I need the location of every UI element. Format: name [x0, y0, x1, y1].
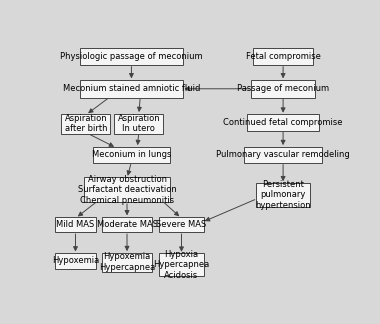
FancyBboxPatch shape [84, 177, 171, 202]
Text: Moderate MAS: Moderate MAS [97, 220, 158, 229]
Text: Persistent
pulmonary
hypertension: Persistent pulmonary hypertension [255, 180, 311, 210]
FancyBboxPatch shape [102, 217, 152, 233]
FancyBboxPatch shape [55, 217, 96, 233]
Text: Hypoxemia: Hypoxemia [52, 256, 99, 265]
FancyBboxPatch shape [80, 48, 183, 65]
Text: Meconium stained amniotic fluid: Meconium stained amniotic fluid [63, 84, 200, 93]
FancyBboxPatch shape [80, 80, 183, 98]
FancyBboxPatch shape [253, 48, 313, 65]
Text: Severe MAS: Severe MAS [157, 220, 207, 229]
Text: Pulmonary vascular remodeling: Pulmonary vascular remodeling [216, 150, 350, 159]
FancyBboxPatch shape [160, 253, 204, 276]
FancyBboxPatch shape [160, 217, 204, 233]
FancyBboxPatch shape [256, 183, 310, 207]
FancyBboxPatch shape [102, 253, 152, 272]
FancyBboxPatch shape [93, 147, 170, 163]
FancyBboxPatch shape [247, 114, 319, 131]
FancyBboxPatch shape [62, 114, 110, 134]
FancyBboxPatch shape [55, 253, 96, 269]
Text: Fetal compromise: Fetal compromise [245, 52, 321, 61]
FancyBboxPatch shape [244, 147, 322, 163]
Text: Aspiration
In utero: Aspiration In utero [117, 114, 160, 133]
Text: Continued fetal compromise: Continued fetal compromise [223, 118, 343, 127]
FancyBboxPatch shape [251, 80, 315, 98]
Text: Passage of meconium: Passage of meconium [237, 84, 329, 93]
Text: Meconium in lungs: Meconium in lungs [92, 150, 171, 159]
Text: Hypoxia
Hypercapnea
Acidosis: Hypoxia Hypercapnea Acidosis [154, 250, 210, 280]
Text: Mild MAS: Mild MAS [56, 220, 95, 229]
Text: Hypoxemia
Hypercapnea: Hypoxemia Hypercapnea [99, 252, 155, 272]
Text: Physiologic passage of meconium: Physiologic passage of meconium [60, 52, 203, 61]
Text: Aspiration
after birth: Aspiration after birth [65, 114, 107, 133]
FancyBboxPatch shape [114, 114, 163, 134]
Text: Airway obstruction
Surfactant deactivation
Chemical pneumonitis: Airway obstruction Surfactant deactivati… [78, 175, 176, 205]
